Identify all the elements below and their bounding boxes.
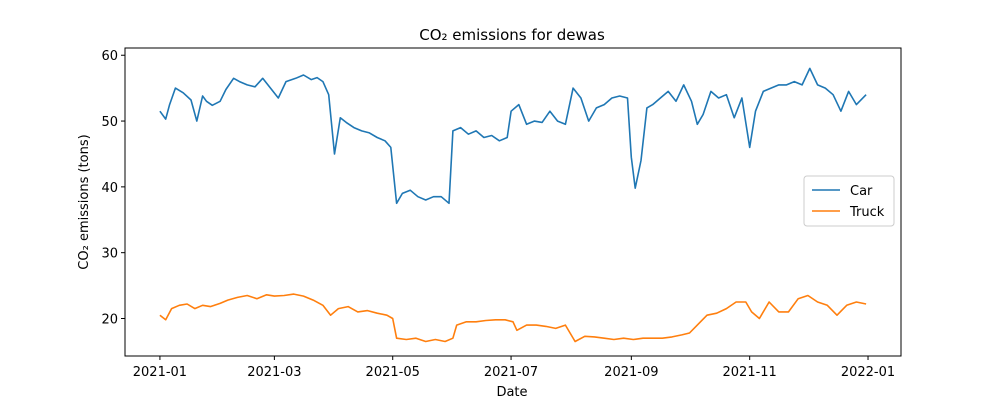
chart-title: CO₂ emissions for dewas: [419, 26, 605, 44]
legend: Car Truck: [803, 175, 895, 227]
legend-box: [803, 175, 895, 227]
y-tick-label: 30: [101, 247, 118, 262]
y-axis: 20 30 40 50 60: [101, 49, 125, 327]
y-tick-label: 50: [101, 115, 118, 130]
plot-area: [159, 67, 867, 343]
x-tick-label: 2021-05: [366, 365, 420, 380]
y-axis-title: CO₂ emissions (tons): [77, 134, 92, 269]
y-tick-label: 60: [101, 49, 118, 64]
x-tick-label: 2022-01: [841, 365, 895, 380]
legend-label-truck: Truck: [849, 205, 885, 220]
x-tick-label: 2021-11: [723, 365, 777, 380]
x-tick-label: 2021-01: [133, 365, 187, 380]
x-axis-title: Date: [496, 385, 527, 400]
x-axis: 2021-01 2021-03 2021-05 2021-07 2021-09 2021-…: [133, 356, 895, 380]
x-tick-label: 2021-03: [247, 365, 301, 380]
legend-label-car: Car: [850, 184, 873, 199]
x-tick-label: 2021-07: [484, 365, 538, 380]
x-tick-label: 2021-09: [604, 365, 658, 380]
y-tick-label: 20: [101, 312, 118, 327]
y-tick-label: 40: [101, 181, 118, 196]
series-line-car: [159, 67, 867, 205]
plot-frame: [124, 47, 902, 357]
series-line-truck: [159, 293, 867, 343]
